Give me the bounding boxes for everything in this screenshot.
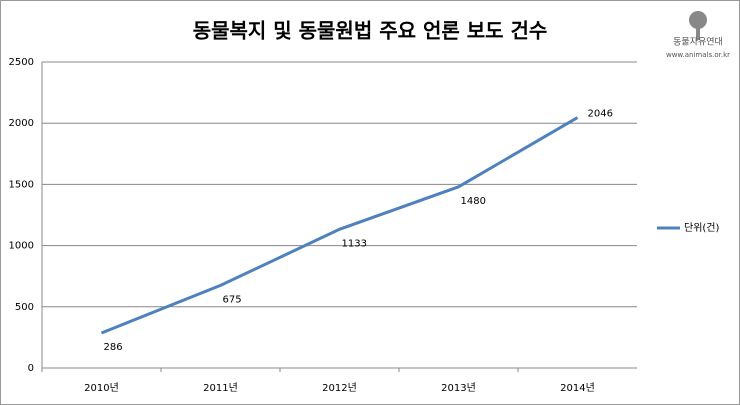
logo-url: www.animals.or.kr bbox=[666, 51, 730, 59]
y-tick-label: 1500 bbox=[9, 179, 34, 190]
y-tick-label: 2000 bbox=[9, 118, 34, 129]
x-tick-label: 2012년 bbox=[322, 382, 357, 394]
logo-tree bbox=[689, 11, 707, 29]
x-tick-label: 2013년 bbox=[441, 382, 476, 394]
logo-trunk bbox=[696, 26, 700, 40]
data-label: 1480 bbox=[461, 196, 486, 207]
x-tick-label: 2010년 bbox=[84, 382, 119, 394]
data-label: 1133 bbox=[342, 238, 367, 249]
y-tick-label: 500 bbox=[15, 302, 34, 313]
logo-name: 동물자유연대 bbox=[673, 37, 723, 48]
data-label: 2046 bbox=[588, 109, 613, 120]
chart-title: 동물복지 및 동물원법 주요 언론 보도 건수 bbox=[193, 19, 548, 43]
data-label: 286 bbox=[104, 342, 123, 353]
y-tick-label: 1000 bbox=[9, 241, 34, 252]
y-tick-label: 2500 bbox=[9, 57, 34, 68]
y-tick-label: 0 bbox=[28, 363, 34, 374]
logo: 동물자유연대 www.animals.or.kr bbox=[666, 11, 730, 59]
x-tick-label: 2014년 bbox=[560, 382, 595, 394]
data-line bbox=[100, 116, 579, 335]
data-label: 675 bbox=[223, 294, 242, 305]
legend-label: 단위(건) bbox=[684, 221, 720, 234]
x-tick-label: 2011년 bbox=[203, 382, 238, 394]
